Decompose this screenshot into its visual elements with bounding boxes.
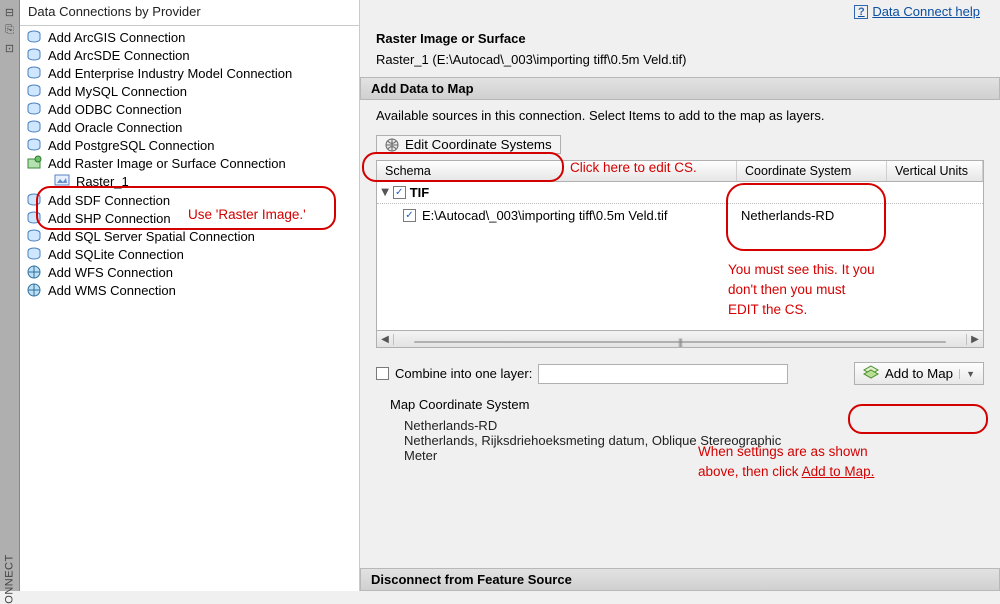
tree-label: Add MySQL Connection [48, 84, 187, 99]
avail-text: Available sources in this connection. Se… [360, 100, 1000, 131]
help-link[interactable]: ? Data Connect help [854, 4, 980, 19]
col-schema[interactable]: Schema [377, 161, 737, 181]
tree-label: Add PostgreSQL Connection [48, 138, 214, 153]
sidebar-title: Data Connections by Provider [20, 0, 359, 26]
globe-icon [26, 264, 42, 280]
group-checkbox[interactable]: ✓ [393, 186, 406, 199]
scroll-thumb[interactable]: ||| [414, 341, 946, 343]
tree-sqlite[interactable]: Add SQLite Connection [20, 245, 359, 263]
tree-sqlserver[interactable]: Add SQL Server Spatial Connection [20, 227, 359, 245]
tree-oracle[interactable]: Add Oracle Connection [20, 118, 359, 136]
tree-wms[interactable]: Add WMS Connection [20, 281, 359, 299]
db-icon [26, 192, 42, 208]
rail-icon-3[interactable]: ⊡ [4, 42, 16, 54]
rail-icons: ⊟ ⎘ ⊡ [4, 6, 16, 54]
globe-icon [385, 138, 399, 152]
dropdown-icon[interactable]: ▼ [959, 369, 975, 379]
db-icon [26, 101, 42, 117]
tree-odbc[interactable]: Add ODBC Connection [20, 100, 359, 118]
rail-icon-1[interactable]: ⊟ [4, 6, 16, 18]
db-icon [26, 65, 42, 81]
tree-postgresql[interactable]: Add PostgreSQL Connection [20, 136, 359, 154]
table-row[interactable]: ✓ E:\Autocad\_003\importing tiff\0.5m Ve… [377, 204, 983, 227]
combine-label: Combine into one layer: [395, 366, 532, 381]
edit-cs-button[interactable]: Edit Coordinate Systems [376, 135, 561, 154]
tree-wfs[interactable]: Add WFS Connection [20, 263, 359, 281]
combine-checkbox[interactable]: ✓ [376, 367, 389, 380]
db-icon [26, 210, 42, 226]
rail-icon-2[interactable]: ⎘ [4, 24, 16, 36]
tree-raster[interactable]: Add Raster Image or Surface Connection [20, 154, 359, 172]
tree-sdf[interactable]: Add SDF Connection [20, 191, 359, 209]
schema-table: Schema Coordinate System Vertical Units … [376, 160, 984, 348]
scroll-left-icon[interactable]: ◀ [377, 334, 394, 345]
tree-arcgis[interactable]: Add ArcGIS Connection [20, 28, 359, 46]
mcs-line1: Netherlands-RD [404, 418, 970, 433]
h-scrollbar[interactable]: ◀ ||| ▶ [377, 330, 983, 347]
table-header: Schema Coordinate System Vertical Units [377, 161, 983, 182]
tree-enterprise[interactable]: Add Enterprise Industry Model Connection [20, 64, 359, 82]
db-icon [26, 29, 42, 45]
main-panel: ? Data Connect help Raster Image or Surf… [360, 0, 1000, 591]
rail-vertical-label: ONNECT [4, 554, 16, 603]
map-cs-block: Map Coordinate System Netherlands-RD Net… [360, 395, 1000, 471]
db-icon [26, 246, 42, 262]
row-checkbox[interactable]: ✓ [403, 209, 416, 222]
section-title: Raster Image or Surface [360, 21, 1000, 52]
tree-shp[interactable]: Add SHP Connection [20, 209, 359, 227]
col-vu[interactable]: Vertical Units [887, 161, 983, 181]
mcs-line3: Meter [404, 448, 970, 463]
sidebar: Data Connections by Provider Add ArcGIS … [20, 0, 360, 591]
table-group-row[interactable]: ▶ ✓ TIF [377, 182, 983, 204]
raster-path: Raster_1 (E:\Autocad\_003\importing tiff… [360, 52, 1000, 77]
row-cs: Netherlands-RD [741, 208, 891, 223]
combine-input[interactable] [538, 364, 788, 384]
add-to-map-button[interactable]: Add to Map ▼ [854, 362, 984, 385]
db-icon [26, 47, 42, 63]
tree-label: Add WMS Connection [48, 283, 176, 298]
tree-label: Add ArcGIS Connection [48, 30, 185, 45]
image-icon [54, 172, 70, 191]
add-map-label: Add to Map [885, 366, 953, 381]
tree-label: Add WFS Connection [48, 265, 173, 280]
tree-label: Add SHP Connection [48, 211, 171, 226]
add-data-band: Add Data to Map [360, 77, 1000, 100]
tree-label: Add SQLite Connection [48, 247, 184, 262]
db-icon [26, 119, 42, 135]
tree-label: Add ODBC Connection [48, 102, 182, 117]
raster-icon [26, 155, 42, 171]
tree-label: Add ArcSDE Connection [48, 48, 190, 63]
edit-cs-label: Edit Coordinate Systems [405, 137, 552, 152]
row-path: E:\Autocad\_003\importing tiff\0.5m Veld… [422, 208, 667, 223]
mcs-title: Map Coordinate System [390, 397, 970, 412]
globe-icon [26, 282, 42, 298]
db-icon [26, 137, 42, 153]
group-label: TIF [410, 185, 430, 200]
db-icon [26, 228, 42, 244]
connection-tree: Add ArcGIS Connection Add ArcSDE Connect… [20, 26, 359, 301]
disconnect-band[interactable]: Disconnect from Feature Source [360, 568, 1000, 591]
tree-label: Add SQL Server Spatial Connection [48, 229, 255, 244]
db-icon [26, 83, 42, 99]
tree-label: Add Raster Image or Surface Connection [48, 156, 286, 171]
tree-label: Add SDF Connection [48, 193, 170, 208]
tree-label: Add Enterprise Industry Model Connection [48, 66, 292, 81]
layers-icon [863, 365, 879, 382]
scroll-right-icon[interactable]: ▶ [966, 334, 983, 345]
help-label: Data Connect help [872, 4, 980, 19]
help-icon: ? [854, 5, 868, 19]
tree-raster-child[interactable]: Raster_1 [20, 172, 359, 191]
col-cs[interactable]: Coordinate System [737, 161, 887, 181]
tree-arcsde[interactable]: Add ArcSDE Connection [20, 46, 359, 64]
mcs-line2: Netherlands, Rijksdriehoeksmeting datum,… [404, 433, 970, 448]
tree-label: Add Oracle Connection [48, 120, 182, 135]
tree-mysql[interactable]: Add MySQL Connection [20, 82, 359, 100]
expand-icon[interactable]: ▶ [379, 189, 390, 197]
vertical-rail: ⊟ ⎘ ⊡ ONNECT [0, 0, 20, 591]
tree-label: Raster_1 [76, 174, 129, 189]
